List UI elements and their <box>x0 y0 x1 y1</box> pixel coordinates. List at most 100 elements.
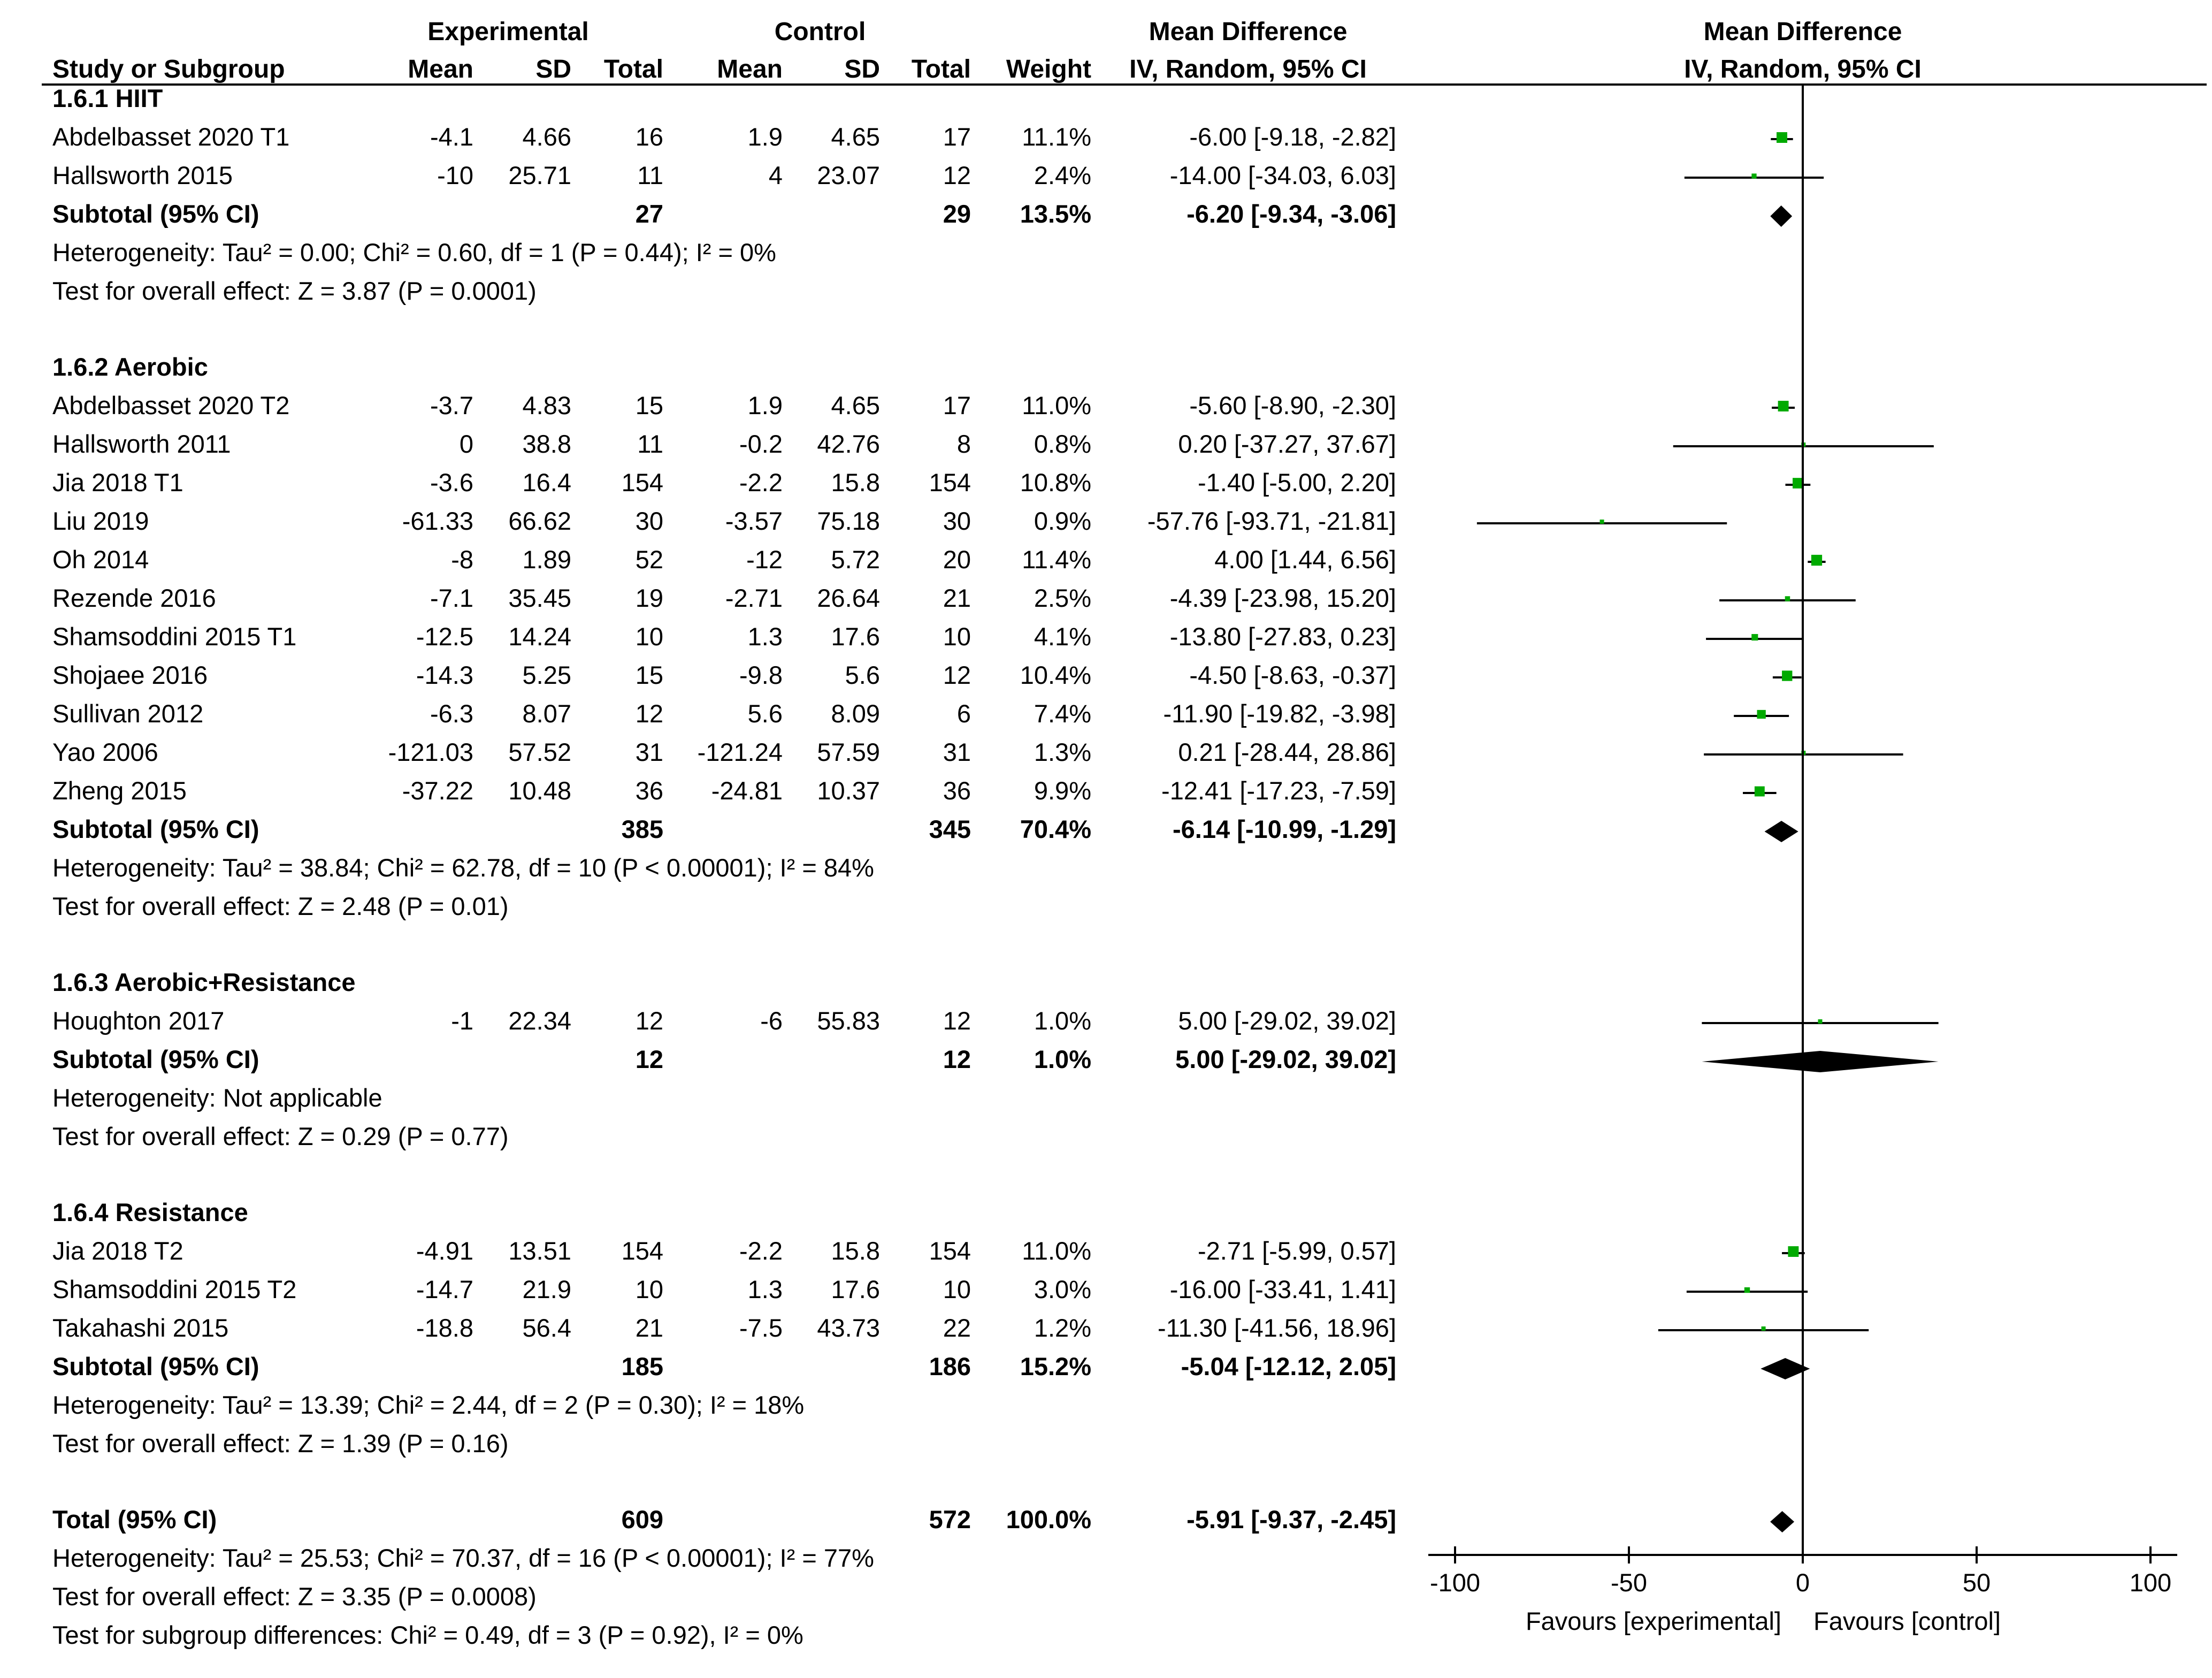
ctl-sd: 17.6 <box>831 1275 880 1303</box>
ctl-mean: -3.57 <box>725 507 783 535</box>
ctl-total: 20 <box>943 545 971 574</box>
effect-marker <box>1777 132 1787 143</box>
exp-sd: 8.07 <box>523 699 571 728</box>
subtotal-ci: -6.14 [-10.99, -1.29] <box>1173 815 1396 843</box>
weight: 10.8% <box>1020 468 1091 497</box>
weight: 1.3% <box>1034 738 1091 766</box>
ctl-sd: 57.59 <box>817 738 880 766</box>
study-name: Jia 2018 T1 <box>52 468 183 497</box>
weight: 3.0% <box>1034 1275 1091 1303</box>
ctl-total: 154 <box>929 468 971 497</box>
exp-sd: 25.71 <box>508 161 571 189</box>
study-name: Liu 2019 <box>52 507 149 535</box>
exp-total: 15 <box>636 391 663 420</box>
header-ctl-sd: SD <box>844 55 880 83</box>
ctl-mean: -12 <box>746 545 783 574</box>
study-name: Takahashi 2015 <box>52 1314 228 1342</box>
ctl-total: 36 <box>943 776 971 805</box>
ctl-sd: 4.65 <box>831 391 880 420</box>
favours-experimental-label: Favours [experimental] <box>1526 1607 1781 1635</box>
ctl-sd: 10.37 <box>817 776 880 805</box>
ctl-mean: -2.71 <box>725 584 783 612</box>
subtotal-diamond <box>1761 1358 1810 1379</box>
ctl-total: 30 <box>943 507 971 535</box>
weight: 7.4% <box>1034 699 1091 728</box>
exp-total: 12 <box>636 1006 663 1035</box>
subtotal-ctl-total: 29 <box>943 200 971 228</box>
study-name: Shamsoddini 2015 T1 <box>52 622 296 651</box>
ctl-total: 12 <box>943 1006 971 1035</box>
ctl-mean: 1.3 <box>748 1275 783 1303</box>
exp-total: 154 <box>622 1237 663 1265</box>
ctl-mean: -7.5 <box>739 1314 783 1342</box>
ctl-total: 22 <box>943 1314 971 1342</box>
overall-effect-text: Test for overall effect: Z = 0.29 (P = 0… <box>52 1122 509 1150</box>
effect-marker <box>1757 710 1766 719</box>
ctl-mean: -9.8 <box>739 661 783 689</box>
ctl-sd: 26.64 <box>817 584 880 612</box>
header-ctl-mean: Mean <box>717 55 783 83</box>
study-name: Abdelbasset 2020 T1 <box>52 123 289 151</box>
ctl-mean: -24.81 <box>711 776 783 805</box>
ctl-total: 21 <box>943 584 971 612</box>
exp-total: 11 <box>637 430 663 458</box>
header-ctl-total: Total <box>912 55 971 83</box>
weight: 0.9% <box>1034 507 1091 535</box>
effect-marker <box>1818 1019 1823 1024</box>
exp-sd: 21.9 <box>523 1275 571 1303</box>
exp-mean: -6.3 <box>430 699 473 728</box>
mean-diff-ci: -12.41 [-17.23, -7.59] <box>1161 776 1396 805</box>
ctl-mean: 1.9 <box>748 391 783 420</box>
exp-sd: 10.48 <box>508 776 571 805</box>
weight: 0.8% <box>1034 430 1091 458</box>
mean-diff-ci: 4.00 [1.44, 6.56] <box>1214 545 1396 574</box>
study-name: Jia 2018 T2 <box>52 1237 183 1265</box>
exp-total: 15 <box>636 661 663 689</box>
effect-marker <box>1761 1326 1766 1331</box>
header-plot-method: IV, Random, 95% CI <box>1684 55 1922 83</box>
subtotal-label: Subtotal (95% CI) <box>52 1045 259 1073</box>
exp-mean: -4.91 <box>416 1237 473 1265</box>
ctl-total: 12 <box>943 661 971 689</box>
subtotal-exp-total: 385 <box>622 815 663 843</box>
subtotal-ctl-total: 345 <box>929 815 971 843</box>
total-diamond <box>1770 1511 1795 1532</box>
exp-mean: -3.6 <box>430 468 473 497</box>
mean-diff-ci: -13.80 [-27.83, 0.23] <box>1170 622 1396 651</box>
x-tick-label: 50 <box>1963 1568 1991 1597</box>
exp-sd: 35.45 <box>508 584 571 612</box>
favours-control-label: Favours [control] <box>1813 1607 2001 1635</box>
weight: 11.4% <box>1022 545 1091 574</box>
overall-effect-text: Test for overall effect: Z = 1.39 (P = 0… <box>52 1429 509 1458</box>
exp-sd: 38.8 <box>523 430 571 458</box>
heterogeneity-text: Heterogeneity: Tau² = 38.84; Chi² = 62.7… <box>52 853 874 882</box>
subtotal-diamond <box>1764 821 1798 842</box>
study-name: Sullivan 2012 <box>52 699 203 728</box>
ctl-mean: 1.9 <box>748 123 783 151</box>
effect-marker <box>1744 1287 1750 1293</box>
exp-mean: -3.7 <box>430 391 473 420</box>
weight: 1.0% <box>1034 1006 1091 1035</box>
total-ci: -5.91 [-9.37, -2.45] <box>1187 1505 1396 1534</box>
header-exp-sd: SD <box>535 55 571 83</box>
exp-total: 21 <box>636 1314 663 1342</box>
mean-diff-ci: 5.00 [-29.02, 39.02] <box>1178 1006 1396 1035</box>
subtotal-label: Subtotal (95% CI) <box>52 1352 259 1380</box>
header-mean-difference: Mean Difference <box>1149 18 1348 46</box>
header-study: Study or Subgroup <box>52 55 285 83</box>
ctl-sd: 23.07 <box>817 161 880 189</box>
exp-sd: 22.34 <box>508 1006 571 1035</box>
header-exp-total: Total <box>604 55 663 83</box>
effect-marker <box>1751 634 1758 641</box>
exp-sd: 4.83 <box>523 391 571 420</box>
exp-sd: 14.24 <box>508 622 571 651</box>
effect-marker <box>1785 596 1790 601</box>
study-name: Rezende 2016 <box>52 584 216 612</box>
ctl-sd: 75.18 <box>817 507 880 535</box>
weight: 9.9% <box>1034 776 1091 805</box>
weight: 4.1% <box>1034 622 1091 651</box>
subtotal-weight: 15.2% <box>1020 1352 1091 1380</box>
exp-mean: -37.22 <box>402 776 473 805</box>
ctl-mean: -6 <box>760 1006 783 1035</box>
exp-mean: -14.3 <box>416 661 473 689</box>
